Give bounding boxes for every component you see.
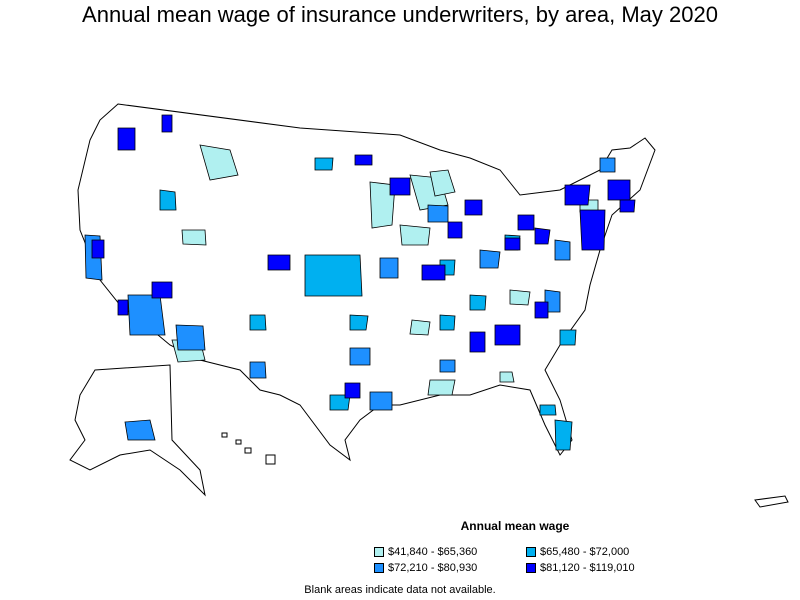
areas-tier-4 bbox=[91, 114, 636, 399]
legend-swatch bbox=[526, 563, 536, 573]
legend-swatch bbox=[374, 563, 384, 573]
legend-item-tier-3: $72,210 - $80,930 bbox=[374, 562, 477, 574]
legend-item-tier-1: $41,840 - $65,360 bbox=[374, 546, 477, 558]
legend-label: $72,210 - $80,930 bbox=[388, 562, 478, 574]
footnote: Blank areas indicate data not available. bbox=[304, 584, 496, 596]
areas-tier-2 bbox=[159, 157, 577, 451]
legend-item-tier-2: $65,480 - $72,000 bbox=[526, 546, 629, 558]
puerto-rico-outline bbox=[754, 495, 789, 508]
legend-swatch bbox=[526, 547, 536, 557]
contiguous-us-outline bbox=[77, 103, 656, 462]
legend-label: $41,840 - $65,360 bbox=[388, 546, 478, 558]
hawaii-islands bbox=[221, 432, 276, 465]
legend-item-tier-4: $81,120 - $119,010 bbox=[526, 562, 635, 574]
legend-title: Annual mean wage bbox=[460, 519, 570, 533]
legend-label: $81,120 - $119,010 bbox=[540, 562, 635, 574]
legend-label: $65,480 - $72,000 bbox=[540, 546, 630, 558]
map-title: Annual mean wage of insurance underwrite… bbox=[82, 2, 718, 27]
legend-swatch bbox=[374, 547, 384, 557]
